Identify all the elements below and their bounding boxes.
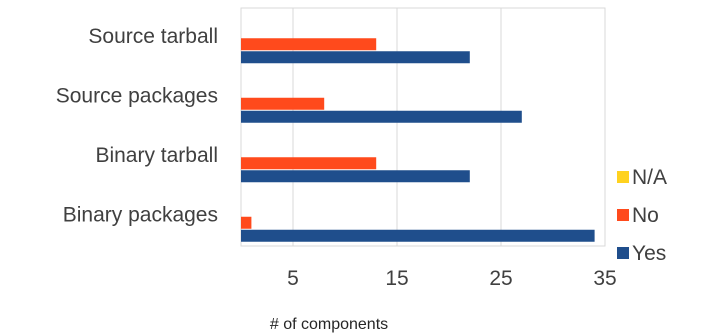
x-axis-label: # of components [270, 316, 388, 333]
legend-label: Yes [632, 242, 666, 265]
bar-no-binary-packages [241, 216, 252, 229]
category-labels: Binary packages Binary tarball Source pack… [56, 25, 218, 227]
x-tick-label: 5 [287, 267, 299, 290]
bar-no-source-tarball [241, 38, 377, 51]
x-tick-label: 35 [593, 267, 616, 290]
x-tick-label: 25 [489, 267, 512, 290]
bar-yes-source-tarball [241, 51, 470, 64]
category-label: Source tarball [88, 25, 218, 48]
bar-yes-binary-packages [241, 229, 595, 242]
legend-swatch-no [617, 209, 629, 221]
legend-label: No [632, 204, 659, 227]
legend-label: N/A [632, 166, 667, 189]
bars [241, 38, 595, 242]
x-tick-label: 15 [385, 267, 408, 290]
legend-swatch-yes [617, 247, 629, 259]
legend: N/A No Yes [617, 166, 667, 265]
category-label: Binary tarball [95, 144, 218, 167]
x-tick-labels: 5 15 25 35 [287, 267, 617, 290]
bar-no-source-packages [241, 97, 325, 110]
bar-yes-binary-tarball [241, 170, 470, 183]
category-label: Source packages [56, 84, 218, 107]
category-label: Binary packages [63, 203, 218, 226]
bar-no-binary-tarball [241, 157, 377, 170]
plot-area-border [240, 7, 606, 247]
legend-swatch-na [617, 171, 629, 183]
bar-yes-source-packages [241, 110, 522, 123]
